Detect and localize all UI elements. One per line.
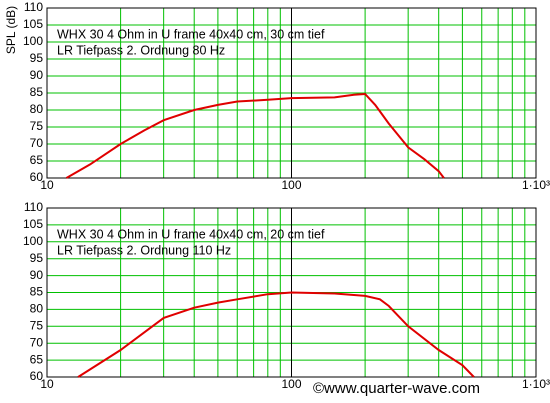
plot-border (46, 207, 537, 378)
y-tick-label: 60 (30, 170, 44, 184)
y-tick-label: 85 (30, 285, 44, 299)
y-tick-label: 90 (30, 268, 44, 282)
y-tick-label: 75 (30, 119, 44, 133)
y-tick-label: 70 (30, 136, 44, 150)
x-tick-label: 100 (281, 178, 301, 192)
y-tick-label: 65 (30, 153, 44, 167)
y-tick-label: 100 (23, 234, 43, 248)
annotation: LR Tiefpass 2. Ordnung 110 Hz (57, 243, 231, 257)
y-axis-label: SPL (dB) (4, 6, 18, 54)
x-tick-label: 10 (40, 377, 54, 391)
x-tick-label: 100 (281, 377, 301, 391)
response-curve (77, 291, 475, 378)
y-tick-label: 85 (30, 85, 44, 99)
watermark: ©www.quarter-wave.com (313, 380, 480, 397)
y-tick-label: 80 (30, 102, 44, 116)
x-tick-label: 10 (40, 178, 54, 192)
y-tick-label: 90 (30, 68, 44, 82)
annotation: WHX 30 4 Ohm in U frame 40x40 cm, 30 cm … (57, 27, 325, 41)
y-tick-label: 110 (24, 200, 43, 214)
y-tick-label: 80 (30, 302, 44, 316)
y-tick-label: 65 (30, 352, 44, 366)
annotation: WHX 30 4 Ohm in U frame 40x40 cm, 20 cm … (57, 227, 325, 241)
plot-border (46, 7, 537, 179)
x-tick-label: 1·10³ (522, 178, 550, 192)
y-tick-label: 70 (30, 335, 44, 349)
annotation: LR Tiefpass 2. Ordnung 80 Hz (57, 43, 225, 57)
y-tick-label: 105 (23, 217, 43, 231)
x-tick-label: 1·10³ (522, 377, 550, 391)
response-curve (65, 92, 445, 179)
y-tick-label: 95 (30, 51, 44, 65)
y-tick-label: 95 (30, 251, 44, 265)
y-tick-label: 60 (30, 369, 44, 383)
y-tick-label: 110 (24, 0, 43, 14)
y-tick-label: 75 (30, 318, 44, 332)
y-tick-label: 100 (23, 34, 43, 48)
y-tick-label: 105 (23, 17, 43, 31)
